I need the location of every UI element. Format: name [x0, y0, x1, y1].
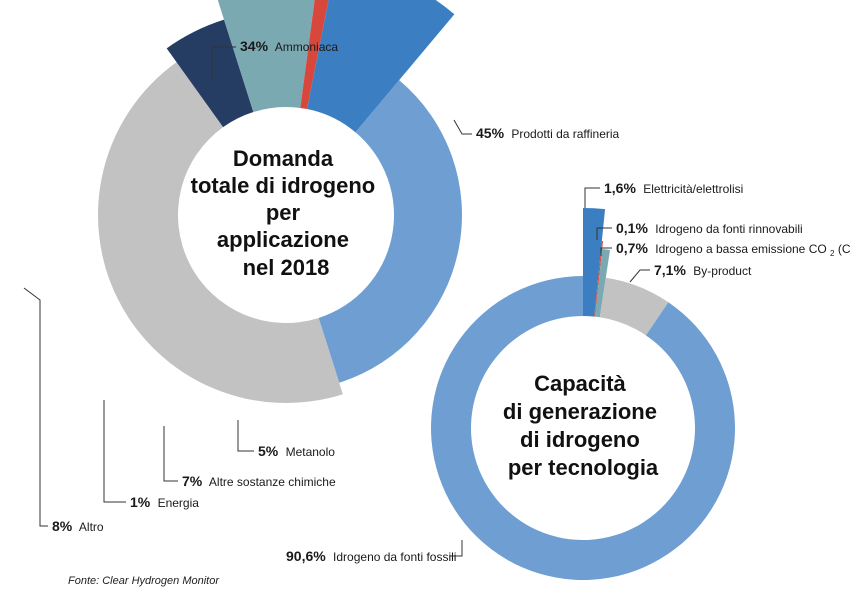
- label-elettrolisi: 1,6% Elettricità/elettrolisi: [604, 180, 743, 196]
- pct-energia: 1%: [130, 494, 151, 510]
- demand-title-line-5: nel 2018: [243, 255, 330, 280]
- label-byproduct: 7,1% By-product: [654, 262, 752, 278]
- demand-slice-2: [97, 62, 343, 404]
- capacity-slice-4: [599, 277, 669, 336]
- capacity-title-line-3: di idrogeno: [520, 427, 640, 452]
- leader-ccs: [600, 247, 612, 256]
- name-altre-chimiche: Altre sostanze chimiche: [209, 475, 336, 489]
- name-ccs-subscript: 2: [830, 249, 835, 258]
- demand-slices: [97, 0, 463, 404]
- pct-raffineria: 45%: [476, 125, 505, 141]
- label-fossili: 90,6% Idrogeno da fonti fossili: [286, 548, 456, 564]
- label-raffineria: 45% Prodotti da raffineria: [476, 125, 620, 141]
- pct-ammoniaca: 34%: [240, 38, 269, 54]
- demand-slice-3: [166, 19, 254, 128]
- label-altro: 8% Altro: [52, 518, 104, 534]
- name-raffineria: Prodotti da raffineria: [511, 127, 619, 141]
- label-ccs: 0,7% Idrogeno a bassa emissione CO 2 (CC…: [616, 240, 850, 259]
- pct-byproduct: 7,1%: [654, 262, 686, 278]
- name-metanolo: Metanolo: [286, 445, 336, 459]
- leader-byproduct: [629, 269, 650, 283]
- label-metanolo: 5% Metanolo: [258, 443, 335, 459]
- name-ccs: Idrogeno a bassa emissione CO: [655, 242, 826, 256]
- demand-title-line-2: totale di idrogeno: [191, 173, 376, 198]
- leader-fossili: [450, 540, 463, 557]
- capacity-slice-1: [583, 208, 606, 317]
- name-ccs-suffix: (CCS): [838, 242, 850, 256]
- leader-rinnovabili: [596, 227, 612, 240]
- label-rinnovabili: 0,1% Idrogeno da fonti rinnovabili: [616, 220, 803, 236]
- demand-title-line-3: per: [266, 200, 301, 225]
- pct-ccs: 0,7%: [616, 240, 648, 256]
- demand-chart-title: Domanda totale di idrogeno per applicazi…: [191, 146, 382, 280]
- name-fossili: Idrogeno da fonti fossili: [333, 550, 456, 564]
- demand-slice-5: [300, 0, 329, 110]
- capacity-slice-2: [594, 240, 604, 317]
- demand-title-line-4: applicazione: [217, 227, 349, 252]
- leader-altro: [23, 287, 48, 527]
- pct-rinnovabili: 0,1%: [616, 220, 648, 236]
- capacity-chart: Capacità di generazione di idrogeno per …: [286, 180, 850, 580]
- capacity-slice-3: [594, 249, 611, 318]
- name-byproduct: By-product: [693, 264, 752, 278]
- leader-energia: [103, 400, 126, 503]
- name-energia: Energia: [158, 496, 200, 510]
- pct-fossili: 90,6%: [286, 548, 326, 564]
- name-ammoniaca: Ammoniaca: [275, 40, 339, 54]
- pct-elettrolisi: 1,6%: [604, 180, 636, 196]
- demand-slice-6: [306, 0, 455, 133]
- demand-title-line-1: Domanda: [233, 146, 334, 171]
- leader-elettrolisi: [584, 187, 600, 208]
- demand-slice-1: [318, 80, 463, 383]
- label-energia: 1% Energia: [130, 494, 199, 510]
- capacity-title-line-2: di generazione: [503, 399, 657, 424]
- pct-metanolo: 5%: [258, 443, 279, 459]
- capacity-title-line-4: per tecnologia: [508, 455, 659, 480]
- label-ammoniaca: 34% Ammoniaca: [240, 38, 338, 54]
- label-altre-chimiche: 7% Altre sostanze chimiche: [182, 473, 336, 489]
- leader-altre-chimiche: [163, 426, 178, 482]
- capacity-slices: [431, 208, 735, 580]
- leader-metanolo: [237, 420, 254, 452]
- demand-slice-4: [217, 0, 315, 113]
- capacity-title-line-1: Capacità: [534, 371, 626, 396]
- leader-raffineria: [453, 119, 472, 135]
- name-altro: Altro: [79, 520, 104, 534]
- source-note: Fonte: Clear Hydrogen Monitor: [68, 575, 220, 587]
- pct-altro: 8%: [52, 518, 73, 534]
- capacity-chart-title: Capacità di generazione di idrogeno per …: [503, 371, 663, 480]
- pct-altre-chimiche: 7%: [182, 473, 203, 489]
- demand-chart: Domanda totale di idrogeno per applicazi…: [23, 0, 620, 534]
- name-elettrolisi: Elettricità/elettrolisi: [643, 182, 743, 196]
- name-rinnovabili: Idrogeno da fonti rinnovabili: [655, 222, 802, 236]
